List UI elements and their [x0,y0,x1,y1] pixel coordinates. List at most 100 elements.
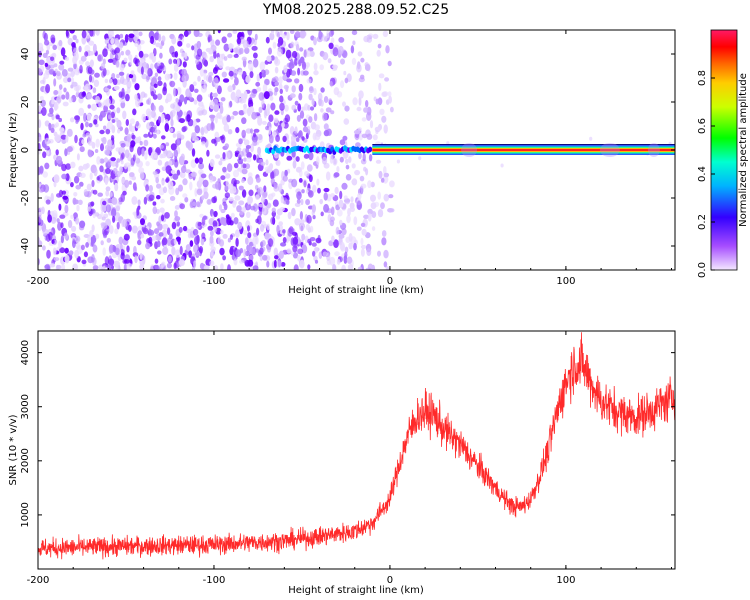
spectrogram-noise-cell [92,265,99,270]
spectrogram-noise-cell [294,126,298,135]
spectrogram-noise-cell [194,125,200,134]
spectrogram-noise-cell [290,138,296,147]
spectrogram-y-tick-label: 0 [20,147,31,153]
spectrogram-noise-cell [152,201,157,206]
spectrogram-noise-cell [209,55,214,63]
spectrogram-noise-cell [157,116,162,124]
spectrogram-noise-cell [338,199,344,208]
spectrogram-noise-cell [301,61,307,70]
spectrogram-noise-cell [89,230,94,238]
spectrogram-noise-cell [338,37,345,43]
spectrogram-noise-cell [345,158,349,165]
spectrogram-noise-cell [159,144,164,149]
spectrogram-noise-cell [56,193,62,198]
spectrogram-noise-cell [326,30,330,39]
spectrogram-noise-cell [73,175,80,184]
spectrogram-noise-cell [296,114,301,122]
spectrogram-noise-cell [257,186,264,196]
spectrogram-noise-cell [209,158,215,168]
spectrogram-noise-cell [137,66,142,73]
spectrogram-noise-cell [198,157,203,165]
spectrogram-noise-cell [191,45,195,51]
spectrogram-noise-cell [70,214,74,219]
spectrogram-noise-cell [170,143,177,151]
spectrogram-noise-cell [148,185,153,192]
spectrogram-noise-cell [303,153,310,159]
spectrogram-noise-cell [332,157,338,166]
spectrogram-noise-cell [94,72,100,78]
spectrogram-noise-cell [246,151,252,159]
spectrogram-noise-cell [74,67,80,76]
spectrogram-noise-cell [97,54,104,62]
spectrogram-noise-cell [179,245,183,255]
spectrogram-noise-cell [61,163,67,172]
spectrogram-noise-cell [61,94,66,100]
spectrogram-noise-cell [104,256,110,266]
spectrogram-noise-cell [294,218,301,226]
spectrogram-noise-cell [189,181,193,191]
spectrogram-noise-cell [372,134,378,141]
spectrogram-noise-cell [312,184,317,193]
spectrogram-noise-cell [354,169,361,176]
spectrogram-noise-cell [214,154,221,159]
spectrogram-noise-cell [355,142,361,148]
spectrogram-noise-cell [102,247,106,256]
spectrogram-noise-cell [266,55,272,62]
spectrogram-noise-cell [377,43,382,49]
spectrogram-noise-cell [334,186,339,195]
spectrogram-noise-cell [241,189,247,198]
spectrogram-noise-cell [153,48,157,57]
spectrogram-noise-cell [185,169,191,174]
spectrogram-x-tick-label: 100 [556,276,575,287]
spectrogram-noise-cell [86,93,93,100]
spectrogram-noise-cell [339,139,346,146]
spectrogram-noise-cell [235,229,240,238]
spectrogram-noise-cell [361,117,367,122]
spectrogram-noise-cell [63,232,69,240]
spectrogram-noise-cell [365,100,369,108]
spectrogram-noise-cell [164,73,170,81]
spectrogram-noise-cell [377,97,383,106]
spectrogram-noise-cell [305,199,310,206]
spectrogram-noise-cell [207,225,214,231]
spectrogram-noise-cell [294,31,301,38]
spectrogram-noise-cell [251,45,258,51]
spectrogram-noise-cell [279,30,283,36]
spectrogram-noise-cell [290,250,295,256]
spectrogram-noise-cell [300,219,305,224]
spectrogram-noise-cell [88,123,93,128]
spectrogram-noise-cell [261,72,266,78]
spectrogram-noise-cell [306,78,312,84]
spectrogram-noise-cell [167,180,174,189]
spectrogram-noise-cell [212,67,218,74]
spectrogram-noise-cell [175,98,179,103]
spectrogram-noise-cell [270,178,276,185]
spectrogram-noise-cell [298,83,304,93]
spectrogram-noise-cell [329,155,333,164]
spectrogram-noise-cell [345,174,352,181]
spectrogram-noise-cell [143,53,149,58]
spectrogram-noise-cell [227,54,233,59]
spectrogram-noise-cell [119,146,126,154]
spectrogram-noise-cell [389,180,395,188]
spectrogram-noise-cell [114,228,119,235]
spectrogram-y-tick-label: -20 [20,190,31,206]
spectrogram-noise-cell [42,52,48,59]
spectrogram-noise-cell [124,149,130,159]
spectrogram-noise-cell [357,192,362,200]
spectrogram-noise-cell [130,70,135,75]
spectrogram-noise-cell [323,96,329,103]
spectrogram-noise-cell [39,165,44,174]
spectrogram-noise-cell [253,52,258,59]
spectrogram-noise-cell [131,134,136,140]
spectrogram-noise-cell [308,86,314,94]
spectrogram-noise-cell [98,102,105,108]
spectrogram-noise-cell [247,195,254,205]
spectrogram-noise-cell [38,42,44,51]
spectrogram-noise-cell [171,36,177,45]
spectrogram-noise-cell [161,180,165,186]
snr-x-tick-label: 0 [387,575,393,586]
spectrogram-noise-cell [144,152,148,160]
spectrogram-noise-cell [100,137,105,142]
spectrogram-noise-cell [306,164,313,172]
